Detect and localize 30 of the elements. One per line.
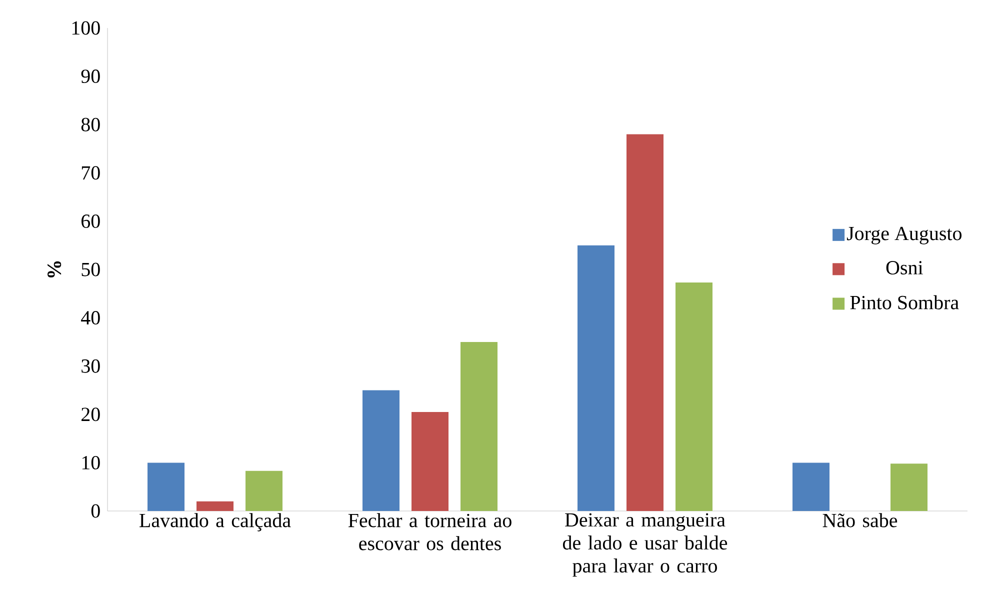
bar — [890, 464, 928, 511]
bar — [676, 282, 712, 511]
y-tick-label: 0 — [91, 504, 100, 518]
bar — [148, 462, 185, 511]
y-axis-title: % — [48, 261, 62, 278]
bar — [578, 245, 614, 511]
y-tick-label: 10 — [82, 456, 100, 470]
y-tick-label: 100 — [72, 21, 100, 35]
y-tick-label: 90 — [81, 70, 100, 84]
bar — [362, 390, 400, 511]
legend-label: Jorge Augusto — [846, 226, 962, 244]
legend-label: Osni — [886, 261, 923, 274]
bar — [792, 462, 830, 511]
x-tick-label: Lavando a calçada — [140, 513, 291, 532]
y-tick-label: 20 — [82, 408, 100, 422]
bar — [412, 412, 449, 511]
y-tick-label: 40 — [81, 311, 100, 325]
y-tick-label: 60 — [82, 214, 100, 228]
bar — [460, 342, 498, 511]
x-tick-label: Não sabe — [822, 513, 898, 528]
bar — [246, 470, 283, 511]
bar — [626, 134, 664, 511]
x-tick-label: Deixar a mangueira de lado e usar balde para lavar o carro — [562, 513, 728, 577]
y-tick-label: 80 — [81, 118, 100, 132]
y-tick-label: 50 — [82, 262, 100, 276]
y-tick-label: 30 — [82, 359, 100, 373]
x-tick-label: Fechar a torneira ao escovar os dentes — [348, 513, 512, 550]
bar — [196, 501, 234, 511]
legend-label: Pinto Sombra — [850, 295, 959, 310]
y-tick-label: 70 — [82, 166, 100, 180]
